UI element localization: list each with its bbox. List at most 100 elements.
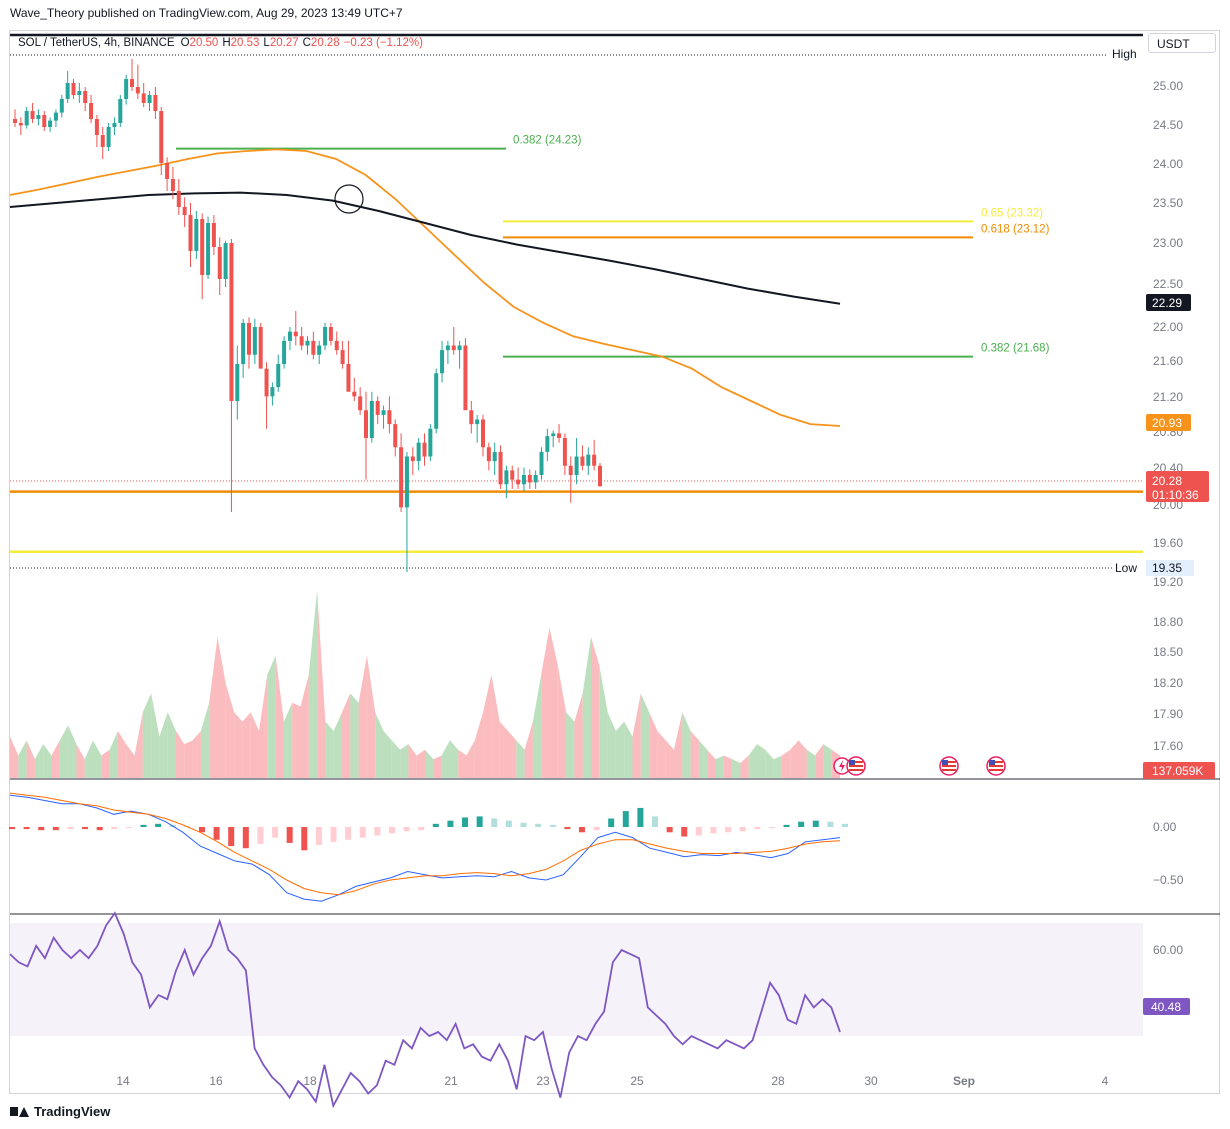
volume-bar — [142, 693, 152, 778]
candle-body — [223, 243, 228, 279]
high-badge — [1108, 46, 1142, 62]
us-flag-event-icon[interactable] — [846, 756, 866, 776]
volume-bar — [483, 674, 492, 778]
volume-bar — [68, 725, 77, 778]
candle-body — [451, 345, 456, 351]
candle-body — [352, 391, 357, 397]
symbol-legend[interactable]: SOL / TetherUS, 4h, BINANCE O20.50 H20.53 L… — [18, 37, 423, 49]
candle-body — [486, 447, 491, 462]
volume-bar — [43, 744, 52, 778]
last-price-value: 20.28 — [1152, 474, 1182, 488]
volume-bar — [806, 749, 816, 778]
volume-bar — [26, 740, 35, 778]
pane-layout — [10, 33, 1220, 1036]
candle-body — [258, 327, 263, 369]
volume-bar — [400, 744, 409, 778]
tradingview-footer[interactable]: TradingView — [10, 1104, 110, 1119]
candle-body — [270, 387, 275, 397]
price-tick-label: 18.80 — [1153, 615, 1183, 629]
volume-bar — [757, 744, 766, 778]
time-axis[interactable]: 14 16 18 21 23 25 28 30 Sep 4 — [116, 1074, 1108, 1088]
price-tick-label: 19.20 — [1153, 575, 1183, 589]
volume-bar — [607, 712, 616, 778]
macd-histogram-bar — [827, 821, 834, 827]
candle-body — [200, 219, 205, 275]
volume-bar — [657, 731, 666, 778]
candle-body — [18, 123, 23, 126]
macd-histogram-bar — [681, 827, 688, 837]
currency-selector[interactable]: USDT — [1148, 33, 1216, 53]
volume-bar — [707, 749, 716, 778]
candle-body — [445, 345, 450, 351]
macd-signal-line — [9, 792, 841, 896]
fib-levels[interactable]: 0.382 (24.23) 0.65 (23.32) 0.618 (23.12) 0.… — [10, 135, 1143, 554]
candle-body — [428, 428, 433, 457]
volume-bar — [508, 731, 517, 778]
us-flag-event-icon[interactable] — [939, 756, 959, 776]
legend-open-label: O — [181, 37, 190, 49]
time-tick-label: 18 — [303, 1074, 317, 1088]
candle-body — [53, 112, 58, 121]
time-tick-label: 16 — [209, 1074, 223, 1088]
macd-histogram-bar — [695, 827, 702, 836]
volume-bar — [416, 749, 425, 778]
volume-bar — [134, 712, 143, 778]
rsi-last-badge — [1143, 998, 1190, 1015]
volume-bar — [391, 740, 401, 778]
volume-bar — [292, 702, 301, 778]
low-label: Low — [1115, 561, 1137, 575]
price-tick-label: 25.00 — [1153, 79, 1183, 93]
candle-body — [42, 115, 47, 127]
macd-histogram-bar — [593, 827, 600, 831]
volume-bar — [740, 755, 749, 778]
low-badge — [1112, 560, 1142, 576]
legend-high-value: 20.53 — [231, 37, 260, 49]
volume-bar — [674, 712, 683, 778]
candle-body — [112, 123, 117, 127]
price-axis[interactable]: 25.00 24.50 24.00 23.50 23.00 22.50 22.00 21.60… — [1153, 79, 1184, 957]
volume-bars — [10, 590, 840, 778]
macd-histogram-bar — [608, 818, 615, 827]
volume-bar — [18, 740, 27, 778]
macd-histogram-bar — [198, 827, 205, 833]
candle-body — [399, 447, 404, 508]
candle-body — [387, 410, 392, 425]
candle-body — [416, 442, 421, 462]
volume-bar — [781, 749, 791, 778]
candle-body — [176, 191, 181, 207]
us-flag-event-icon[interactable] — [986, 756, 1006, 776]
candle-body — [305, 340, 310, 346]
candle-body — [323, 327, 328, 346]
event-icons[interactable] — [833, 756, 1006, 776]
volume-bar — [317, 590, 326, 778]
candle-body — [94, 119, 99, 135]
legend-close-value: 20.28 — [311, 37, 340, 49]
macd-histogram-bar — [462, 817, 469, 827]
volume-bar — [176, 731, 185, 778]
time-tick-label: 4 — [1102, 1074, 1109, 1088]
volume-bar — [184, 740, 193, 778]
volume-bar — [192, 731, 201, 778]
candle-body — [592, 454, 597, 466]
candle-body — [463, 345, 468, 411]
macd-histogram-bar — [388, 827, 395, 834]
volume-bar — [549, 627, 558, 778]
volume-bar — [499, 721, 508, 778]
candle-body — [539, 451, 544, 475]
fib-level-label: 0.382 (24.23) — [513, 135, 582, 147]
volume-bar — [358, 655, 367, 778]
volume-bar — [366, 655, 376, 778]
price-tick-label: 22.50 — [1153, 277, 1183, 291]
macd-histogram-bar — [447, 820, 454, 827]
volume-bar — [425, 749, 434, 778]
rsi-band — [10, 923, 1143, 1036]
volume-bar — [283, 702, 293, 778]
candle-body — [247, 323, 251, 355]
candle-body — [481, 419, 485, 448]
candle-body — [287, 331, 292, 341]
candle-body — [241, 323, 246, 364]
macd-histogram-bar — [213, 827, 220, 840]
macd-histogram-bar — [739, 827, 746, 832]
volume-bar — [217, 637, 226, 778]
